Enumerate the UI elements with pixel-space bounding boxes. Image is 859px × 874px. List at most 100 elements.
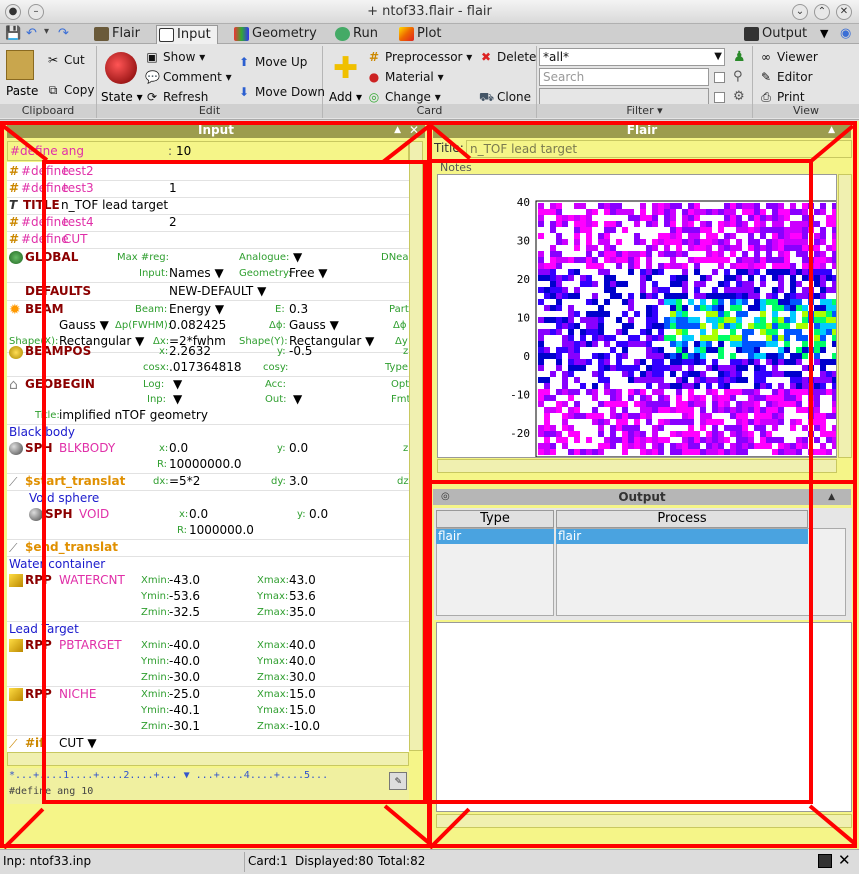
undo-icon[interactable]: ↶ (26, 26, 37, 41)
search-icon[interactable]: ⚲ (733, 69, 743, 84)
card-niche[interactable]: RPP NICHE Xmin: -25.0 Xmax: 15.0 Ymin: -40.… (7, 687, 409, 735)
plot-cell (682, 401, 688, 407)
plot-cell (682, 221, 688, 227)
plot-cell (706, 419, 712, 425)
copy-button[interactable]: ⧉ Copy (46, 82, 95, 98)
add-button[interactable]: Add ▾ (329, 90, 363, 104)
tab-flair[interactable]: Flair (92, 25, 154, 44)
add-icon[interactable]: ✚ (333, 51, 359, 86)
card-pbtarget[interactable]: RPP PBTARGET Xmin: -40.0 Xmax: 40.0 Ymin: -… (7, 638, 409, 686)
card-global[interactable]: GLOBAL Max #reg: Analogue:▼ DNear Input:… (7, 250, 409, 282)
tab-run[interactable]: Run (333, 25, 383, 44)
plot-cell (694, 371, 700, 377)
tools-icon[interactable]: ✕ (838, 851, 851, 869)
shade-icon[interactable]: – (28, 4, 44, 20)
print-button[interactable]: ⎙ Print (759, 89, 804, 105)
card-watercnt[interactable]: RPP WATERCNT Xmin: -43.0 Xmax: 43.0 Ymin: -… (7, 573, 409, 621)
input-horizontal-scrollbar[interactable] (7, 752, 409, 766)
plot-cell (538, 299, 544, 305)
person-icon[interactable]: ♟ (733, 49, 746, 65)
search-input[interactable]: Search (539, 68, 709, 86)
clone-button[interactable]: ⛟ Clone (479, 90, 532, 104)
paste-button[interactable]: Paste (6, 84, 39, 98)
edit-pencil-icon[interactable]: ✎ (389, 772, 407, 790)
plot-cell (784, 359, 790, 365)
terminal-icon[interactable] (818, 854, 832, 868)
tab-plot[interactable]: Plot (397, 25, 447, 44)
save-icon[interactable]: 💾 (5, 26, 22, 41)
plot-cell (652, 431, 658, 437)
tab-output[interactable]: Output (742, 25, 822, 44)
move-up-button[interactable]: ⬆ Move Up (238, 55, 308, 69)
plot-cell (676, 245, 682, 251)
filter-tools-icon[interactable]: ⚙ (733, 89, 745, 104)
change-button[interactable]: ◎ Change ▾ (368, 90, 441, 104)
panel-maximize-icon[interactable]: ▲ (828, 125, 835, 135)
plot-cell (616, 221, 622, 227)
app-menu-icon[interactable]: ● (5, 4, 21, 20)
comment-button[interactable]: 💬 Comment ▾ (145, 70, 232, 84)
plot-cell (556, 407, 562, 413)
plot-cell (820, 293, 826, 299)
search-checkbox[interactable] (714, 72, 725, 83)
editor-button[interactable]: ✎ Editor (760, 70, 813, 84)
notes-horizontal-scrollbar[interactable] (437, 459, 837, 473)
plot-cell (772, 209, 778, 215)
card-beampos[interactable]: BEAMPOS x: 2.2632 y: -0.5 z cosx: .01736481… (7, 344, 409, 376)
refresh-button[interactable]: ⟳ Refresh (146, 90, 209, 104)
plot-cell (832, 359, 836, 365)
plot-cell (694, 287, 700, 293)
plot-cell (610, 221, 616, 227)
state-button[interactable]: State ▾ (101, 90, 143, 104)
delete-button[interactable]: ✖ Delete (480, 50, 537, 64)
plot-cell (568, 329, 574, 335)
tab-overflow-icon[interactable]: ▼ (820, 27, 829, 40)
edit-line[interactable]: #define ang 10 (9, 786, 94, 797)
output-horizontal-scrollbar[interactable] (436, 814, 852, 828)
minimize-icon[interactable]: ⌄ (792, 4, 808, 20)
preprocessor-button[interactable]: # Preprocessor ▾ (368, 50, 473, 64)
cut-button[interactable]: ✂ Cut (47, 53, 85, 67)
card-blkbody[interactable]: SPH BLKBODY x: 0.0 y: 0.0 z R: 10000000.0 (7, 441, 409, 473)
move-down-button[interactable]: ⬇ Move Down (238, 85, 325, 99)
type-cell[interactable]: flair (436, 529, 554, 544)
panel-maximize-icon[interactable]: ▲ (828, 492, 835, 502)
plot-cell (592, 263, 598, 269)
paste-icon[interactable] (6, 50, 34, 80)
plot-cell (730, 341, 736, 347)
maximize-icon[interactable]: ⌃ (814, 4, 830, 20)
card-beam[interactable]: ✹ BEAM Beam: Energy ▼ E: 0.3 Part Gauss ▼ … (9, 302, 409, 348)
plot-cell (640, 239, 646, 245)
state-icon[interactable] (105, 52, 137, 84)
filter-checkbox[interactable] (714, 92, 725, 103)
show-button[interactable]: ▣ Show ▾ (146, 50, 206, 64)
tab-geometry[interactable]: Geometry (232, 25, 322, 44)
plot-cell (550, 305, 556, 311)
input-vertical-scrollbar[interactable] (409, 141, 423, 751)
output-text[interactable] (436, 622, 852, 812)
undo-dropdown-icon[interactable]: ▾ (44, 26, 50, 37)
panel-maximize-icon[interactable]: ▲ (394, 125, 401, 135)
filter-select[interactable]: *all* ▼ (539, 48, 725, 66)
notes-vertical-scrollbar[interactable] (838, 174, 852, 458)
status-file: Inp: ntof33.inp (3, 854, 92, 868)
redo-icon[interactable]: ↷ (58, 26, 69, 41)
help-icon[interactable]: ◉ (840, 26, 852, 41)
process-column-header[interactable]: Process (556, 510, 808, 528)
plot-cell (772, 221, 778, 227)
card-void[interactable]: SPH VOID x: 0.0 y: 0.0 R: 1000000.0 (7, 507, 409, 539)
panel-close-icon[interactable]: ✕ (408, 123, 419, 137)
material-button[interactable]: ● Material ▾ (368, 70, 444, 84)
type-column-header[interactable]: Type (436, 510, 554, 528)
plot-cell (658, 335, 664, 341)
plot-cell (772, 215, 778, 221)
define-value[interactable]: 10 (176, 144, 192, 158)
plot-cell (748, 209, 754, 215)
process-cell[interactable]: flair (556, 529, 808, 544)
close-icon[interactable]: ✕ (836, 4, 852, 20)
notes-area[interactable]: 40 30 20 10 0 -10 -20 (437, 174, 837, 458)
flair-title-input[interactable]: n_TOF lead target (466, 140, 852, 158)
viewer-button[interactable]: ∞ Viewer (761, 50, 818, 64)
tab-input[interactable]: Input (156, 25, 218, 44)
card-editor[interactable]: *...+....1....+....2....+... ▼ ...+....4… (7, 768, 409, 804)
